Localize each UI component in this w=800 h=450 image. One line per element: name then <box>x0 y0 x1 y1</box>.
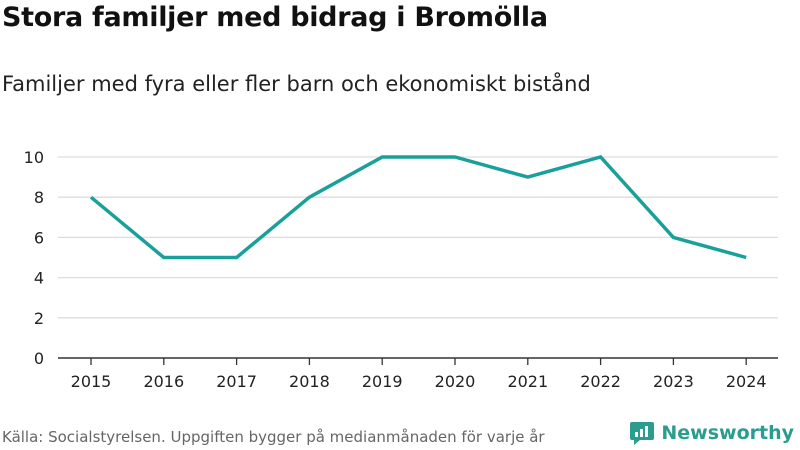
x-tick-label: 2022 <box>580 372 621 391</box>
x-tick-label: 2019 <box>362 372 403 391</box>
brand-logo[interactable]: Newsworthy <box>629 420 794 446</box>
source-note: Källa: Socialstyrelsen. Uppgiften bygger… <box>2 428 545 446</box>
x-axis-ticks: 2015 2016 2017 2018 2019 2020 2021 2022 2023 2024 <box>71 358 767 391</box>
series-line-0 <box>89 155 747 260</box>
gridlines <box>58 156 778 359</box>
y-tick-label: 0 <box>34 349 44 368</box>
y-tick-label: 6 <box>34 228 44 247</box>
brand-name: Newsworthy <box>661 422 794 444</box>
x-tick-label: 2021 <box>507 372 548 391</box>
x-tick-label: 2023 <box>653 372 694 391</box>
y-tick-label: 10 <box>24 148 44 167</box>
y-tick-label: 2 <box>34 309 44 328</box>
x-tick-label: 2018 <box>289 372 330 391</box>
x-tick-label: 2017 <box>216 372 257 391</box>
x-tick-label: 2015 <box>71 372 112 391</box>
chart-title: Stora familjer med bidrag i Bromölla <box>2 2 548 33</box>
x-tick-label: 2024 <box>726 372 767 391</box>
series-group <box>89 155 747 260</box>
chart-subtitle: Familjer med fyra eller fler barn och ek… <box>2 72 591 96</box>
y-tick-label: 8 <box>34 188 44 207</box>
y-axis-ticks: 0 2 4 6 8 10 <box>24 148 44 368</box>
x-tick-label: 2016 <box>143 372 184 391</box>
x-tick-label: 2020 <box>435 372 476 391</box>
y-tick-label: 4 <box>34 269 44 288</box>
newsworthy-logo-icon <box>630 422 655 445</box>
